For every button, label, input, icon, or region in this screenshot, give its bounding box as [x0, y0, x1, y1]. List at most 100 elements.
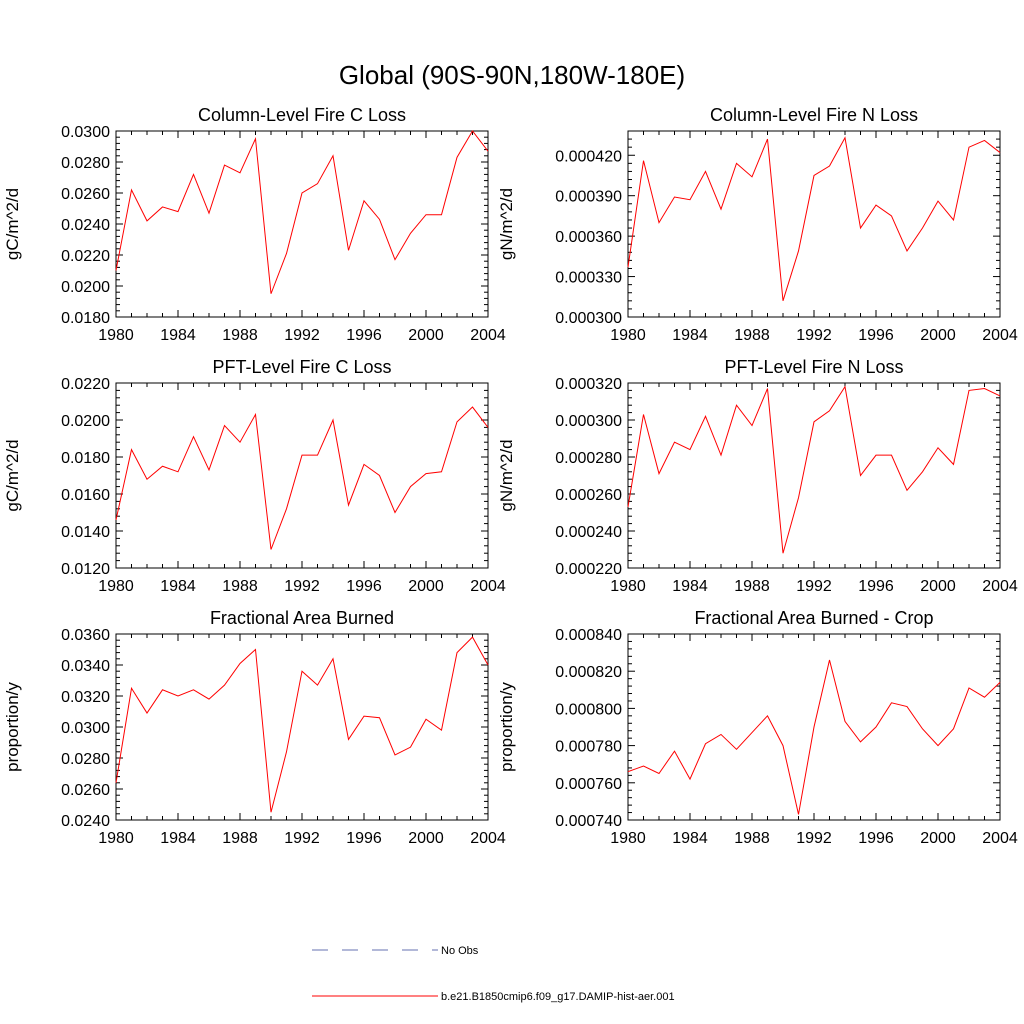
x-tick-label: 2000	[920, 327, 956, 344]
plot-frame	[115, 130, 489, 318]
y-tick-label: 0.0340	[61, 658, 110, 675]
x-tick-label: 1996	[346, 830, 382, 847]
x-tick-label: 1988	[222, 327, 258, 344]
y-tick-label: 0.0300	[61, 124, 110, 141]
x-tick-label: 1984	[672, 830, 708, 847]
panel-3: PFT-Level Fire C Loss 1980 1984 1988 1992 199…	[3, 357, 506, 595]
x-tick-label: 2000	[408, 327, 444, 344]
legend-item: b.e21.B1850cmip6.f09_g17.DAMIP-hist-aer.…	[312, 991, 675, 1003]
y-axis-label: gN/m^2/d	[497, 439, 516, 511]
panel-5: Fractional Area Burned 1980 1984 1988 1992 19…	[3, 608, 506, 847]
y-axis-label: gN/m^2/d	[497, 188, 516, 260]
series-line	[115, 636, 489, 813]
plot-frame	[627, 130, 1001, 318]
x-tick-label: 1992	[796, 327, 832, 344]
series-line	[115, 406, 489, 550]
x-tick-label: 1996	[346, 327, 382, 344]
plot-frame	[627, 382, 1001, 569]
panel-title: Fractional Area Burned	[210, 608, 394, 628]
x-tick-label: 1980	[610, 830, 646, 847]
y-tick-label: 0.0260	[61, 186, 110, 203]
panel-title: Column-Level Fire N Loss	[710, 105, 918, 125]
y-tick-label: 0.000300	[555, 310, 622, 327]
y-tick-label: 0.0360	[61, 627, 110, 644]
plot-frame	[115, 633, 489, 821]
legend-label: No Obs	[441, 945, 479, 957]
series-line	[115, 130, 489, 294]
panel-1: Column-Level Fire C Loss 1980 1984 1988 1992…	[3, 105, 506, 344]
x-tick-label: 2000	[408, 830, 444, 847]
y-axis-label: gC/m^2/d	[3, 188, 22, 260]
y-axis-label: proportion/y	[3, 682, 22, 772]
x-tick-label: 1980	[98, 578, 134, 595]
x-tick-label: 2004	[470, 830, 506, 847]
y-tick-label: 0.0320	[61, 689, 110, 706]
x-tick-label: 1996	[858, 830, 894, 847]
y-tick-label: 0.0120	[61, 561, 110, 578]
y-tick-label: 0.0200	[61, 413, 110, 430]
x-tick-label: 2004	[982, 327, 1018, 344]
y-tick-label: 0.000220	[555, 561, 622, 578]
panel-title: PFT-Level Fire C Loss	[212, 357, 391, 377]
x-tick-label: 1992	[796, 578, 832, 595]
y-tick-label: 0.0200	[61, 279, 110, 296]
x-tick-label: 1988	[222, 578, 258, 595]
y-tick-label: 0.000300	[555, 413, 622, 430]
y-tick-label: 0.0140	[61, 524, 110, 541]
panels: Column-Level Fire C Loss 1980 1984 1988 1992…	[3, 105, 1018, 847]
y-tick-label: 0.000320	[555, 376, 622, 393]
y-tick-label: 0.000280	[555, 450, 622, 467]
x-tick-label: 1988	[734, 578, 770, 595]
panel-6: Fractional Area Burned - Crop 1980 1984 198…	[497, 608, 1018, 847]
x-tick-label: 1980	[610, 327, 646, 344]
y-axis-label: proportion/y	[497, 682, 516, 772]
x-tick-label: 1996	[858, 578, 894, 595]
y-tick-label: 0.000420	[555, 148, 622, 165]
y-tick-label: 0.0240	[61, 813, 110, 830]
y-tick-label: 0.0180	[61, 310, 110, 327]
y-tick-label: 0.000390	[555, 189, 622, 206]
y-tick-label: 0.000330	[555, 270, 622, 287]
legend-label: b.e21.B1850cmip6.f09_g17.DAMIP-hist-aer.…	[441, 991, 675, 1003]
y-tick-label: 0.0240	[61, 217, 110, 234]
x-tick-label: 1984	[672, 327, 708, 344]
y-tick-label: 0.0280	[61, 751, 110, 768]
y-tick-label: 0.000780	[555, 739, 622, 756]
y-tick-label: 0.000260	[555, 487, 622, 504]
series-line	[627, 659, 1001, 815]
y-tick-label: 0.0180	[61, 450, 110, 467]
x-tick-label: 1984	[160, 327, 196, 344]
x-tick-label: 1988	[734, 327, 770, 344]
x-tick-label: 1980	[610, 578, 646, 595]
x-tick-label: 2004	[982, 578, 1018, 595]
panel-title: Fractional Area Burned - Crop	[694, 608, 933, 628]
x-tick-label: 1996	[346, 578, 382, 595]
x-tick-label: 2000	[920, 830, 956, 847]
y-tick-label: 0.0300	[61, 720, 110, 737]
series-line	[627, 136, 1001, 301]
y-tick-label: 0.000740	[555, 813, 622, 830]
y-tick-label: 0.000820	[555, 664, 622, 681]
y-tick-label: 0.0260	[61, 782, 110, 799]
x-tick-label: 1988	[734, 830, 770, 847]
series-line	[627, 385, 1001, 554]
legend-item: No Obs	[312, 945, 479, 957]
legend: No Obs b.e21.B1850cmip6.f09_g17.DAMIP-his…	[312, 945, 675, 1003]
y-tick-label: 0.0220	[61, 376, 110, 393]
x-tick-label: 2004	[470, 327, 506, 344]
y-tick-label: 0.0220	[61, 248, 110, 265]
panel-4: PFT-Level Fire N Loss 1980 1984 1988 1992 199…	[497, 357, 1018, 595]
y-tick-label: 0.000840	[555, 627, 622, 644]
x-tick-label: 1988	[222, 830, 258, 847]
x-tick-label: 2004	[470, 578, 506, 595]
x-tick-label: 1996	[858, 327, 894, 344]
x-tick-label: 1980	[98, 327, 134, 344]
y-tick-label: 0.0160	[61, 487, 110, 504]
x-tick-label: 2004	[982, 830, 1018, 847]
panel-2: Column-Level Fire N Loss 1980 1984 1988 1992…	[497, 105, 1018, 344]
x-tick-label: 2000	[408, 578, 444, 595]
y-tick-label: 0.000800	[555, 701, 622, 718]
x-tick-label: 2000	[920, 578, 956, 595]
x-tick-label: 1992	[284, 830, 320, 847]
